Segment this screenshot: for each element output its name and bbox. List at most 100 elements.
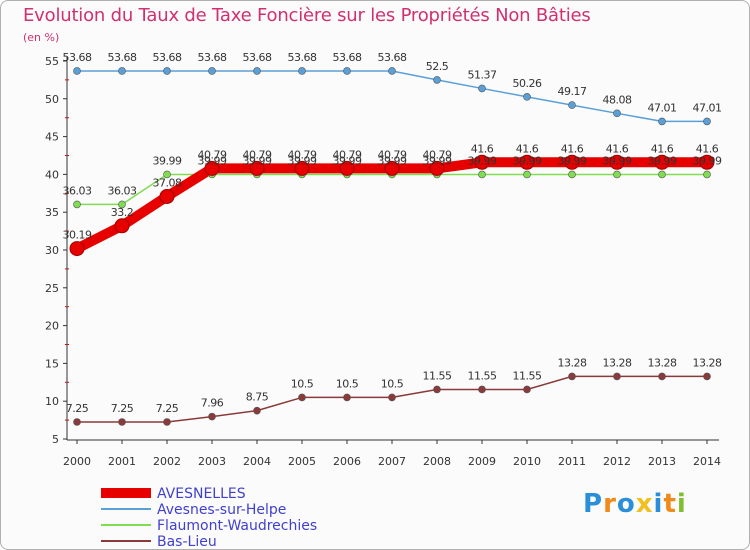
y-tick-label: 50: [45, 93, 59, 106]
x-tick-label: 2010: [513, 455, 541, 468]
y-tick-label: 55: [45, 55, 59, 68]
series-point: [163, 67, 171, 75]
series-point: [523, 385, 531, 394]
series-point: [433, 385, 441, 394]
series-point: [388, 67, 396, 75]
series-point: [703, 372, 711, 381]
logo-letter: i: [676, 489, 687, 519]
data-label: 39.99: [333, 154, 362, 167]
data-label: 39.99: [693, 154, 722, 167]
series-point: [613, 170, 621, 179]
y-tick-label: 35: [45, 206, 59, 219]
series-point: [568, 372, 576, 381]
data-label: 47.01: [648, 101, 677, 114]
x-tick-label: 2008: [423, 455, 451, 468]
logo-letter: i: [653, 489, 664, 519]
data-label: 11.55: [423, 369, 452, 382]
series-point: [253, 67, 261, 75]
data-label: 53.68: [198, 51, 227, 64]
series-point: [613, 109, 621, 118]
data-label: 41.6: [606, 142, 629, 155]
x-tick-label: 2006: [333, 455, 361, 468]
data-label: 53.68: [243, 51, 272, 64]
data-label: 53.68: [288, 51, 317, 64]
data-label: 41.6: [696, 142, 719, 155]
data-label: 53.68: [153, 51, 182, 64]
x-tick-label: 2001: [108, 455, 136, 468]
series-point: [564, 154, 580, 170]
data-label: 7.96: [201, 397, 224, 410]
data-label: 39.99: [153, 154, 182, 167]
data-label: 37.08: [153, 176, 182, 189]
logo-letter: o: [616, 489, 636, 519]
series-point: [699, 154, 715, 170]
series-point: [703, 170, 711, 179]
data-label: 11.55: [513, 369, 542, 382]
data-label: 40.79: [243, 148, 272, 161]
data-label: 41.6: [471, 142, 494, 155]
series-point: [384, 160, 400, 176]
data-label: 53.68: [63, 51, 92, 64]
data-label: 39.99: [423, 154, 452, 167]
series-point: [298, 393, 306, 402]
series-point: [163, 418, 171, 426]
logo-letter: t: [663, 489, 677, 519]
data-label: 7.25: [111, 402, 134, 415]
data-label: 36.03: [108, 184, 137, 197]
y-tick-label: 10: [45, 395, 59, 408]
series-point: [343, 393, 351, 402]
series-point: [208, 412, 216, 421]
proxiti-logo: Proxiti: [583, 489, 687, 519]
data-label: 41.6: [516, 142, 539, 155]
data-label: 53.68: [333, 51, 362, 64]
series-point: [478, 385, 486, 394]
series-point: [658, 170, 666, 179]
series-point: [478, 84, 486, 93]
data-label: 50.26: [513, 77, 542, 90]
series-point: [568, 170, 576, 179]
data-label: 39.99: [198, 154, 227, 167]
data-label: 40.79: [423, 148, 452, 161]
series-point: [114, 218, 130, 234]
data-label: 7.25: [156, 402, 179, 415]
series-point: [208, 67, 216, 75]
data-label: 7.25: [66, 402, 89, 415]
data-label: 36.03: [63, 184, 92, 197]
series-point: [429, 160, 445, 176]
series-point: [118, 67, 126, 75]
series-markers: [69, 67, 715, 426]
series-point: [249, 160, 265, 176]
legend-label: Bas-Lieu: [157, 534, 217, 549]
data-label: 10.5: [381, 377, 404, 390]
series-point: [478, 170, 486, 179]
series-point: [388, 393, 396, 402]
data-label: 40.79: [288, 148, 317, 161]
series-point: [433, 76, 441, 84]
series-point: [163, 170, 171, 179]
series-point: [568, 101, 576, 109]
logo-letter: x: [635, 489, 654, 519]
series-point: [69, 241, 85, 257]
x-tick-label: 2004: [243, 455, 271, 468]
series-point: [298, 67, 306, 75]
data-label: 39.99: [513, 154, 542, 167]
data-label: 10.5: [291, 377, 314, 390]
series-point: [658, 372, 666, 381]
data-label: 53.68: [108, 51, 137, 64]
y-tick-label: 5: [52, 433, 59, 446]
data-label: 51.37: [468, 68, 497, 81]
axes: 5 10 15 20 25 30 35 40 45 50 55 2000 2001 2002 2003 200…: [45, 55, 721, 468]
x-tick-label: 2003: [198, 455, 226, 468]
data-label: 52.5: [426, 60, 449, 73]
data-label: 13.28: [603, 356, 632, 369]
series-point: [343, 67, 351, 75]
x-tick-label: 2013: [648, 455, 676, 468]
series-point: [253, 406, 261, 415]
x-tick-label: 2011: [558, 455, 586, 468]
legend-label: AVESNELLES: [157, 486, 246, 502]
data-label: 39.99: [378, 154, 407, 167]
series-point: [294, 160, 310, 176]
y-tick-label: 20: [45, 320, 59, 333]
series-point: [118, 418, 126, 426]
x-tick-label: 2005: [288, 455, 316, 468]
